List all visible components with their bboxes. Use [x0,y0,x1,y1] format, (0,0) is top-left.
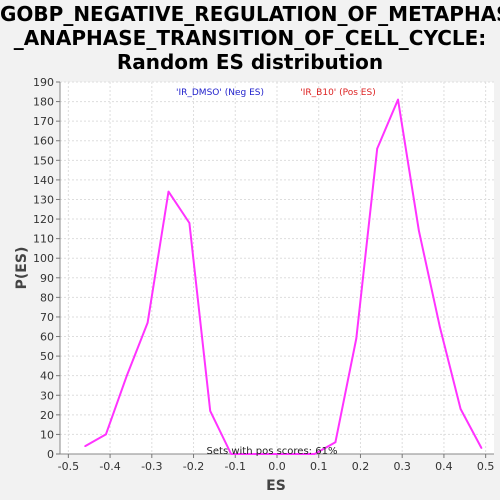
grid [60,81,494,455]
x-tick-label: -0.4 [99,460,120,473]
x-tick-label: -0.5 [58,460,79,473]
y-tick-label: 110 [33,233,54,246]
x-tick-label: 0.4 [435,460,453,473]
y-axis-label: P(ES) [14,247,30,290]
series-layer [84,98,483,455]
y-tick-label: 60 [40,331,54,344]
es-data-point [167,190,170,193]
y-tick-label: 170 [33,115,54,128]
x-tick-label: 0.0 [268,460,286,473]
legend-neg-es: 'IR_DMSO' (Neg ES) [176,88,264,98]
es-data-point [459,408,462,410]
y-tick-label: 80 [40,291,54,304]
pos-scores-annotation: Sets with pos scores: 61% [207,446,338,457]
es-data-point [438,325,441,328]
x-tick-label: -0.1 [225,460,246,473]
x-tick-label: 0.3 [393,460,411,473]
es-data-point [125,374,128,377]
x-axis-label: ES [266,478,286,494]
y-tick-label: 180 [33,96,54,109]
es-data-point [292,453,295,455]
es-data-point [146,322,149,324]
es-data-point [272,453,274,455]
es-data-point [84,445,86,447]
y-tick-label: 140 [33,174,54,187]
es-data-point [355,337,358,340]
y-tick-label: 130 [33,193,54,206]
es-data-point [418,230,420,232]
y-tick-label: 150 [33,154,54,167]
x-tick-label: -0.3 [141,460,162,473]
y-tick-label: 160 [33,135,54,148]
x-ticks: -0.5 -0.4 -0.3 -0.2 -0.1 0.0 0.1 0.2 0.3 0.4 0.5 [58,454,495,473]
y-tick-label: 100 [33,252,54,265]
es-data-point [334,441,337,444]
x-tick-label: 0.5 [477,460,495,473]
y-tick-label: 90 [40,272,54,285]
es-data-point [251,453,253,455]
legend-pos-es: 'IR_B10' (Pos ES) [300,88,375,98]
y-tick-label: 30 [40,389,54,402]
es-data-point [209,410,212,412]
title-line-2: _ANAPHASE_TRANSITION_OF_CELL_CYCLE: [13,26,487,50]
title-line-1: GOBP_NEGATIVE_REGULATION_OF_METAPHASE [0,2,500,26]
es-data-point [397,98,399,101]
y-tick-label: 10 [40,428,54,441]
y-ticks: 0 10 20 30 40 50 60 70 80 90 100 110 120 130 140 150 160… [33,76,60,461]
y-tick-label: 20 [40,409,54,422]
y-tick-label: 190 [33,76,54,89]
y-tick-label: 70 [40,311,54,324]
x-tick-label: 0.2 [352,460,370,473]
es-data-point [105,433,107,436]
y-tick-label: 120 [33,213,54,226]
es-data-point [230,453,232,455]
chart-title: GOBP_NEGATIVE_REGULATION_OF_METAPHASE _A… [0,2,500,74]
title-line-3: Random ES distribution [116,50,384,74]
y-tick-label: 0 [47,448,54,461]
es-series-line [84,98,483,455]
es-data-point [313,453,316,455]
y-tick-label: 50 [40,350,54,363]
x-tick-label: 0.1 [310,460,328,473]
y-tick-label: 40 [40,370,54,383]
es-data-point [188,222,191,224]
x-tick-label: -0.2 [183,460,204,473]
es-data-point [480,447,483,449]
es-data-point [376,147,378,150]
